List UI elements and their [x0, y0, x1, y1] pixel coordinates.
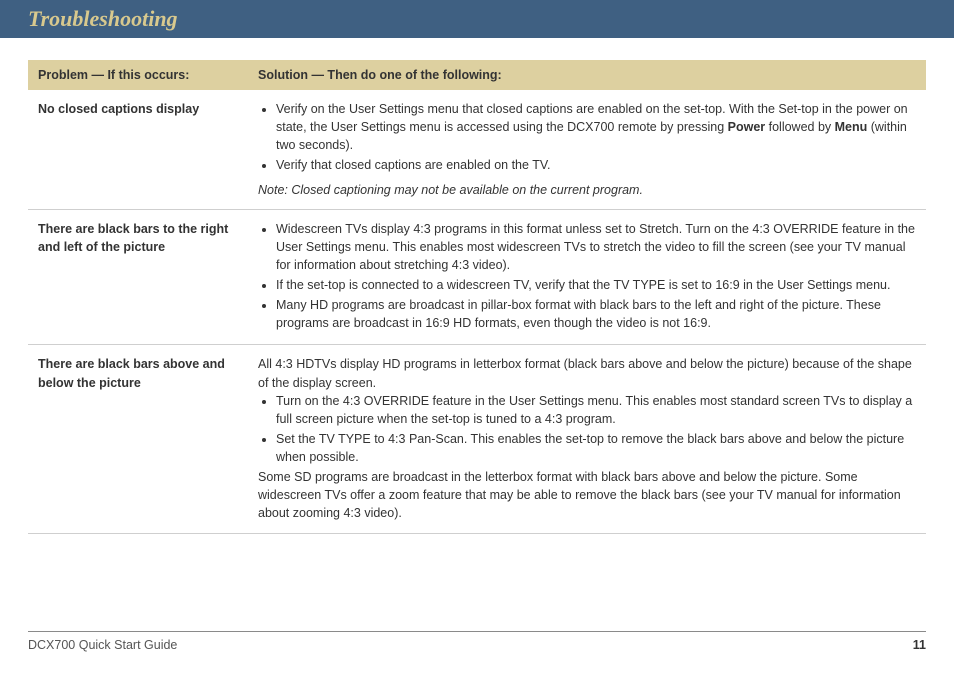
solution-cell: All 4:3 HDTVs display HD programs in let… [248, 355, 916, 522]
list-item: Many HD programs are broadcast in pillar… [276, 296, 916, 332]
list-item: Verify that closed captions are enabled … [276, 156, 916, 174]
text: followed by [765, 120, 834, 134]
bold-text: Power [728, 120, 766, 134]
list-item: Turn on the 4:3 OVERRIDE feature in the … [276, 392, 916, 428]
problem-cell: There are black bars above and below the… [38, 355, 248, 522]
solution-list: Verify on the User Settings menu that cl… [258, 100, 916, 175]
note-text: Note: Closed captioning may not be avail… [258, 181, 916, 199]
col-header-problem: Problem — If this occurs: [38, 68, 248, 82]
solution-cell: Verify on the User Settings menu that cl… [248, 100, 916, 199]
problem-cell: There are black bars to the right and le… [38, 220, 248, 335]
solution-cell: Widescreen TVs display 4:3 programs in t… [248, 220, 916, 335]
page-number: 11 [913, 638, 926, 652]
page-title: Troubleshooting [28, 6, 178, 32]
list-item: Set the TV TYPE to 4:3 Pan-Scan. This en… [276, 430, 916, 466]
outro-text: Some SD programs are broadcast in the le… [258, 468, 916, 522]
intro-text: All 4:3 HDTVs display HD programs in let… [258, 355, 916, 391]
table-row: There are black bars above and below the… [28, 345, 926, 533]
problem-cell: No closed captions display [38, 100, 248, 199]
doc-title: DCX700 Quick Start Guide [28, 638, 177, 652]
bold-text: Menu [835, 120, 868, 134]
list-item: If the set-top is connected to a widescr… [276, 276, 916, 294]
table-header: Problem — If this occurs: Solution — The… [28, 60, 926, 90]
col-header-solution: Solution — Then do one of the following: [248, 68, 916, 82]
page-header: Troubleshooting [0, 0, 954, 38]
content-area: Problem — If this occurs: Solution — The… [0, 38, 954, 534]
list-item: Verify on the User Settings menu that cl… [276, 100, 916, 154]
solution-list: Widescreen TVs display 4:3 programs in t… [258, 220, 916, 333]
solution-list: Turn on the 4:3 OVERRIDE feature in the … [258, 392, 916, 467]
table-row: There are black bars to the right and le… [28, 210, 926, 346]
table-row: No closed captions display Verify on the… [28, 90, 926, 210]
page-footer: DCX700 Quick Start Guide 11 [28, 631, 926, 652]
list-item: Widescreen TVs display 4:3 programs in t… [276, 220, 916, 274]
